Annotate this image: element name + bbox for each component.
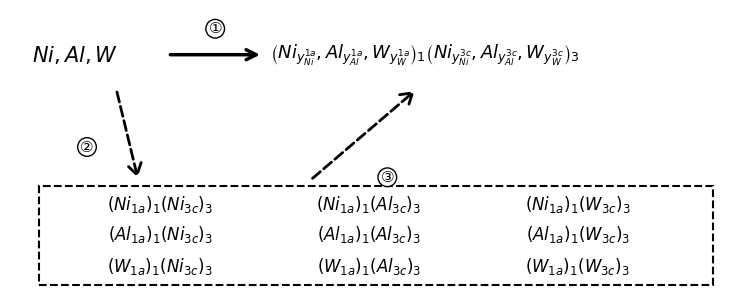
FancyArrowPatch shape — [312, 93, 413, 178]
Text: ③: ③ — [381, 170, 394, 185]
FancyArrowPatch shape — [117, 92, 141, 175]
FancyBboxPatch shape — [39, 186, 713, 285]
Text: $(Al_{1a})_1(W_{3c})_3$: $(Al_{1a})_1(W_{3c})_3$ — [525, 225, 630, 245]
Text: ②: ② — [80, 139, 94, 155]
Text: $(W_{1a})_1(Ni_{3c})_3$: $(W_{1a})_1(Ni_{3c})_3$ — [108, 256, 213, 277]
Text: $(Al_{1a})_1(Ni_{3c})_3$: $(Al_{1a})_1(Ni_{3c})_3$ — [108, 225, 213, 245]
Text: $(Al_{1a})_1(Al_{3c})_3$: $(Al_{1a})_1(Al_{3c})_3$ — [317, 225, 421, 245]
Text: $\left(Ni_{y_{Ni}^{1a}},Al_{y_{Al}^{1a}},W_{y_W^{1a}}\right)_1\left(Ni_{y_{Ni}^{: $\left(Ni_{y_{Ni}^{1a}},Al_{y_{Al}^{1a}}… — [270, 42, 580, 67]
Text: $(Ni_{1a})_1(W_{3c})_3$: $(Ni_{1a})_1(W_{3c})_3$ — [525, 194, 630, 215]
Text: $(Ni_{1a})_1(Al_{3c})_3$: $(Ni_{1a})_1(Al_{3c})_3$ — [317, 194, 421, 215]
Text: $(W_{1a})_1(Al_{3c})_3$: $(W_{1a})_1(Al_{3c})_3$ — [317, 256, 421, 277]
Text: $Ni, Al, W$: $Ni, Al, W$ — [32, 44, 118, 66]
Text: $(Ni_{1a})_1(Ni_{3c})_3$: $(Ni_{1a})_1(Ni_{3c})_3$ — [107, 194, 213, 215]
Text: $(W_{1a})_1(W_{3c})_3$: $(W_{1a})_1(W_{3c})_3$ — [525, 256, 630, 277]
Text: ①: ① — [208, 21, 222, 36]
